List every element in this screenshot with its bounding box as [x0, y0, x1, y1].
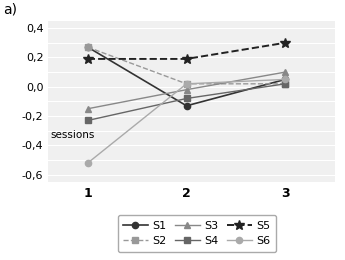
Line: S2: S2	[85, 44, 288, 87]
S5	[86, 57, 90, 61]
S1	[185, 104, 189, 107]
S4	[185, 97, 189, 100]
Line: S4: S4	[84, 80, 289, 124]
S2	[86, 46, 90, 49]
Text: sessions: sessions	[50, 130, 95, 140]
S5	[185, 57, 189, 61]
S5	[283, 41, 287, 44]
S6	[283, 78, 287, 81]
S3	[283, 70, 287, 74]
S1	[86, 46, 90, 49]
S2	[185, 82, 189, 85]
S3	[86, 107, 90, 110]
S4	[86, 119, 90, 122]
S3	[185, 88, 189, 91]
Line: S3: S3	[84, 69, 289, 112]
S4	[283, 82, 287, 85]
S1	[283, 78, 287, 81]
S6	[185, 82, 189, 85]
Line: S5: S5	[83, 38, 290, 64]
Text: a): a)	[3, 3, 18, 17]
S2	[283, 82, 287, 85]
S6	[86, 161, 90, 165]
Line: S1: S1	[85, 44, 288, 109]
Legend: S1, S2, S3, S4, S5, S6: S1, S2, S3, S4, S5, S6	[118, 215, 276, 252]
Line: S6: S6	[85, 76, 288, 166]
